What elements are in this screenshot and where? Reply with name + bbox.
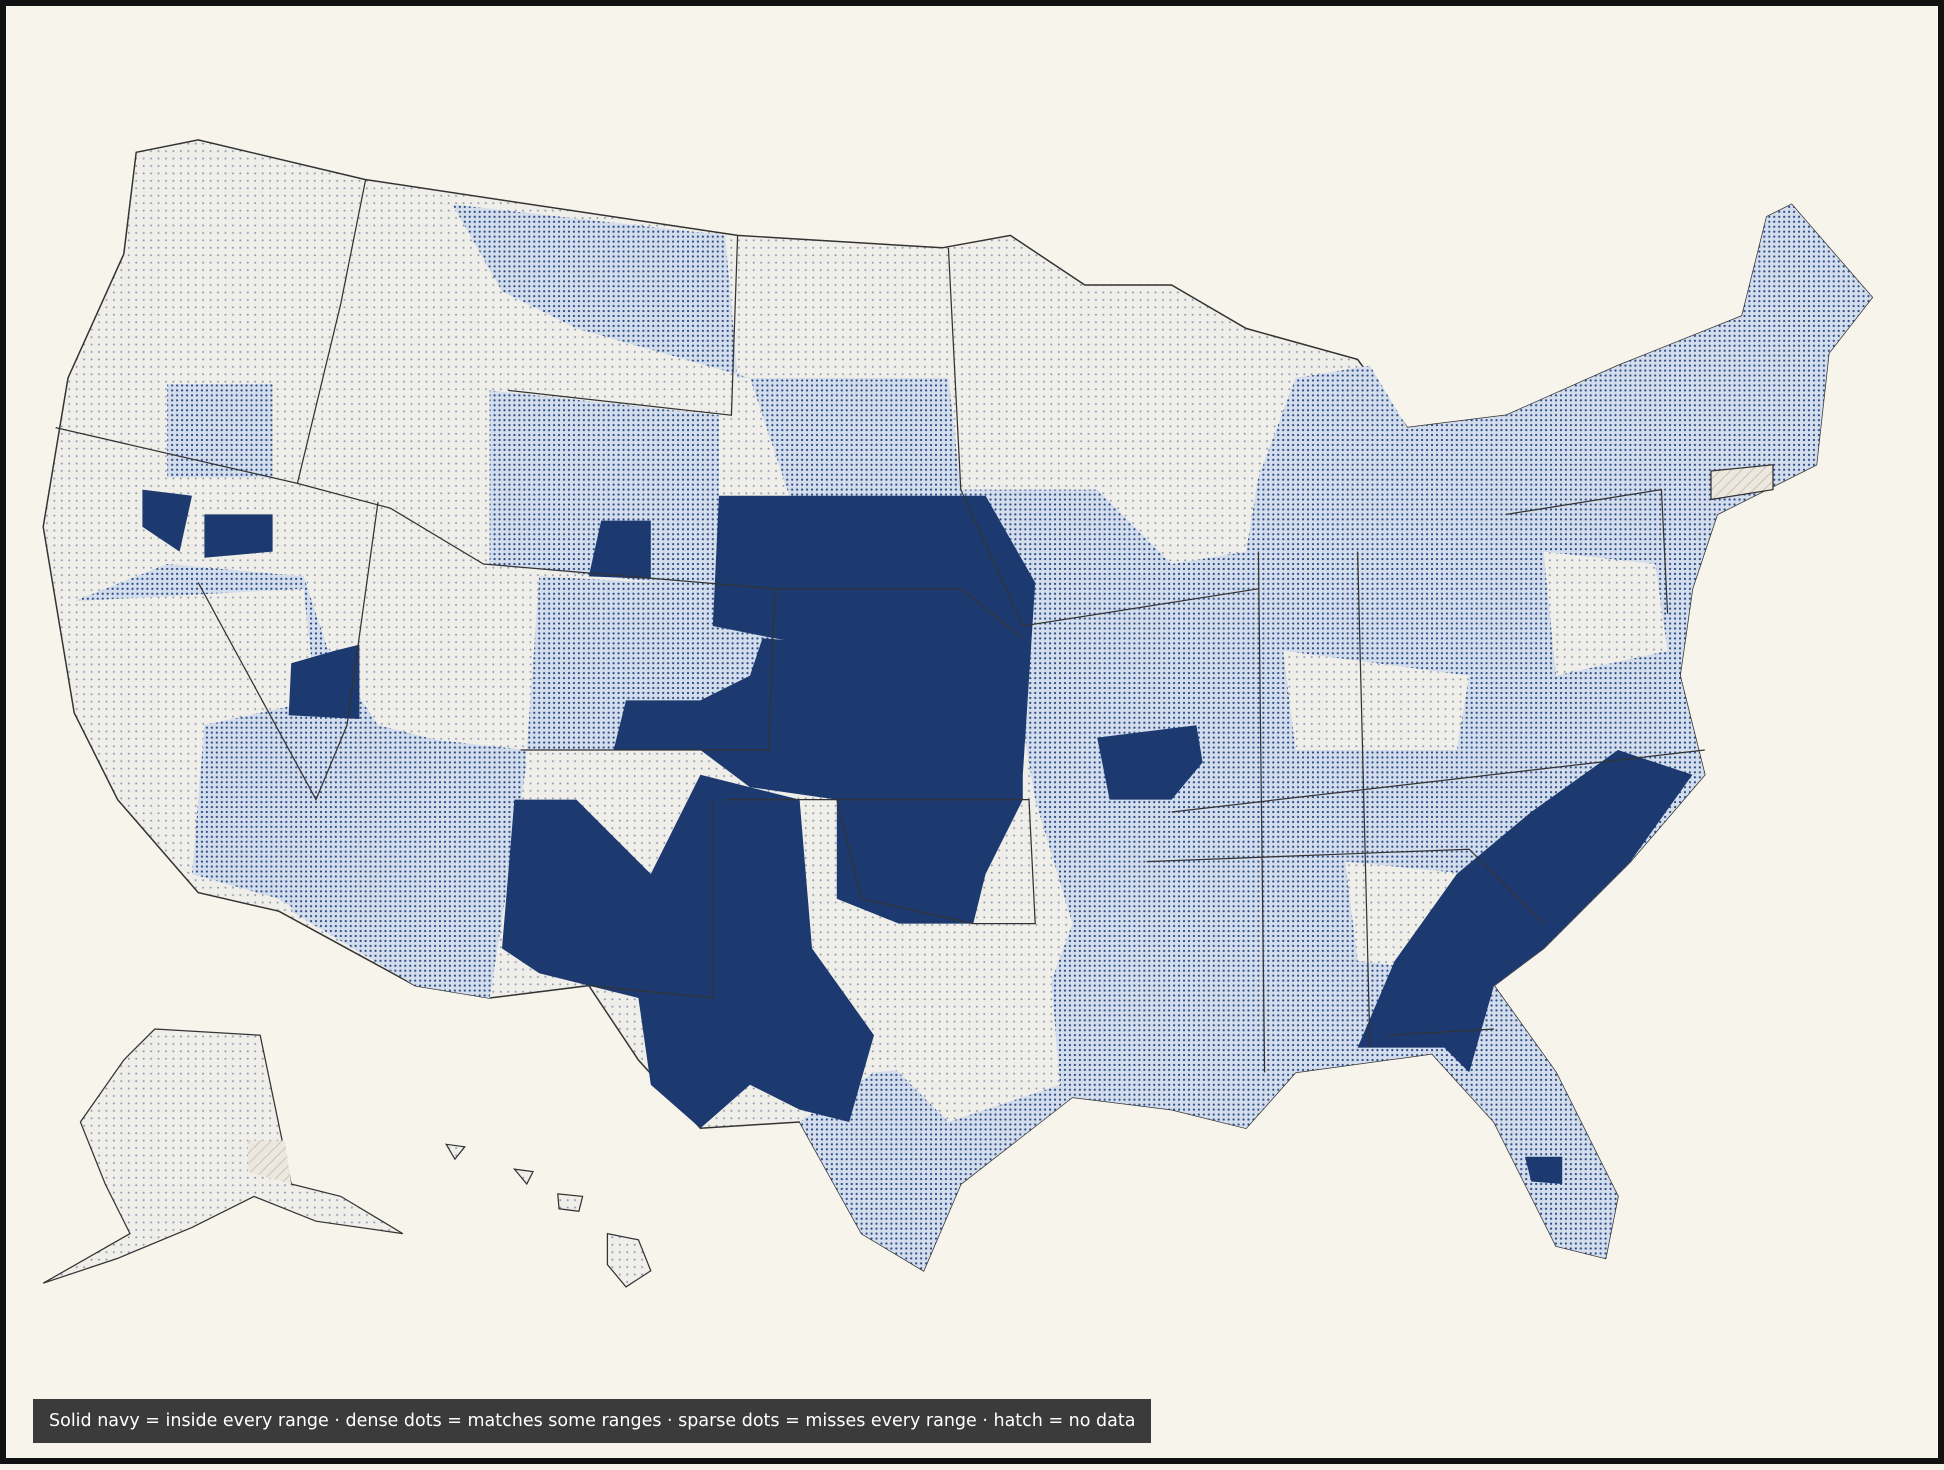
alaska-no-data [247, 1140, 292, 1184]
border [508, 235, 739, 416]
region [588, 520, 651, 579]
island [606, 1232, 652, 1288]
region [204, 514, 273, 558]
border [1506, 488, 1669, 614]
miss-regions [874, 328, 1668, 1122]
full-match-regions [142, 489, 1693, 1184]
region [291, 725, 527, 998]
border [947, 247, 1259, 627]
island [445, 1143, 466, 1161]
map [42, 139, 1874, 1288]
border [297, 482, 1024, 639]
region [1543, 551, 1668, 676]
us-map [42, 139, 1874, 1288]
connecticut-no-data [1710, 464, 1774, 501]
region [142, 489, 192, 552]
island [557, 1193, 584, 1212]
border [1257, 551, 1371, 1073]
hawaii [445, 1143, 652, 1288]
island [512, 1168, 534, 1186]
region [502, 774, 874, 1129]
region [1097, 725, 1203, 800]
region [288, 644, 360, 719]
border [55, 179, 367, 485]
border [1171, 749, 1705, 813]
region [167, 384, 273, 478]
region [613, 638, 1023, 924]
region [489, 390, 719, 589]
border [520, 588, 776, 751]
region [874, 936, 1060, 1122]
legend: Solid navy = inside every range · dense … [33, 1399, 1152, 1443]
border [1388, 1028, 1495, 1036]
region [1283, 650, 1470, 750]
border [588, 799, 714, 999]
region [1109, 328, 1246, 527]
state-borders [55, 179, 1705, 1073]
region [1357, 750, 1693, 1073]
alaska [42, 1028, 404, 1284]
border [197, 501, 379, 802]
region [1525, 1156, 1563, 1184]
border [725, 798, 1036, 925]
border [1146, 848, 1545, 925]
